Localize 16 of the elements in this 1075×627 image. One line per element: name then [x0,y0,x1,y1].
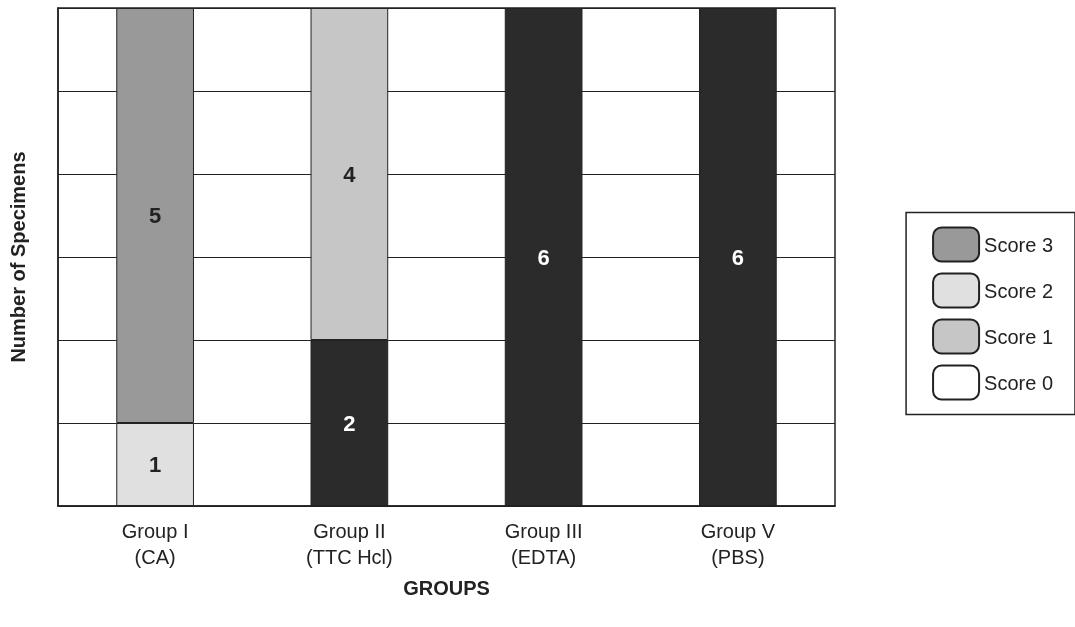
legend-label: Score 0 [984,371,1054,394]
legend-label: Score 2 [984,279,1054,302]
legend-label: Score 1 [984,325,1054,348]
y-axis-title: Number of Specimens [7,151,29,363]
data-label: 6 [731,244,744,270]
data-label: 6 [537,244,550,270]
data-label: 1 [149,452,162,477]
x-tick-label: Group III (EDTA) [504,520,583,568]
data-label: 4 [343,161,357,187]
data-label: 2 [343,410,356,436]
x-axis-title: GROUPS [403,577,490,599]
x-tick-label: Group I (CA) [121,520,189,568]
x-tick-label: Group II (TTC Hcl) [306,520,393,568]
data-label: 5 [149,203,162,228]
legend-label: Score 3 [984,233,1054,256]
x-tick-label: Group V (PBS) [700,520,776,568]
